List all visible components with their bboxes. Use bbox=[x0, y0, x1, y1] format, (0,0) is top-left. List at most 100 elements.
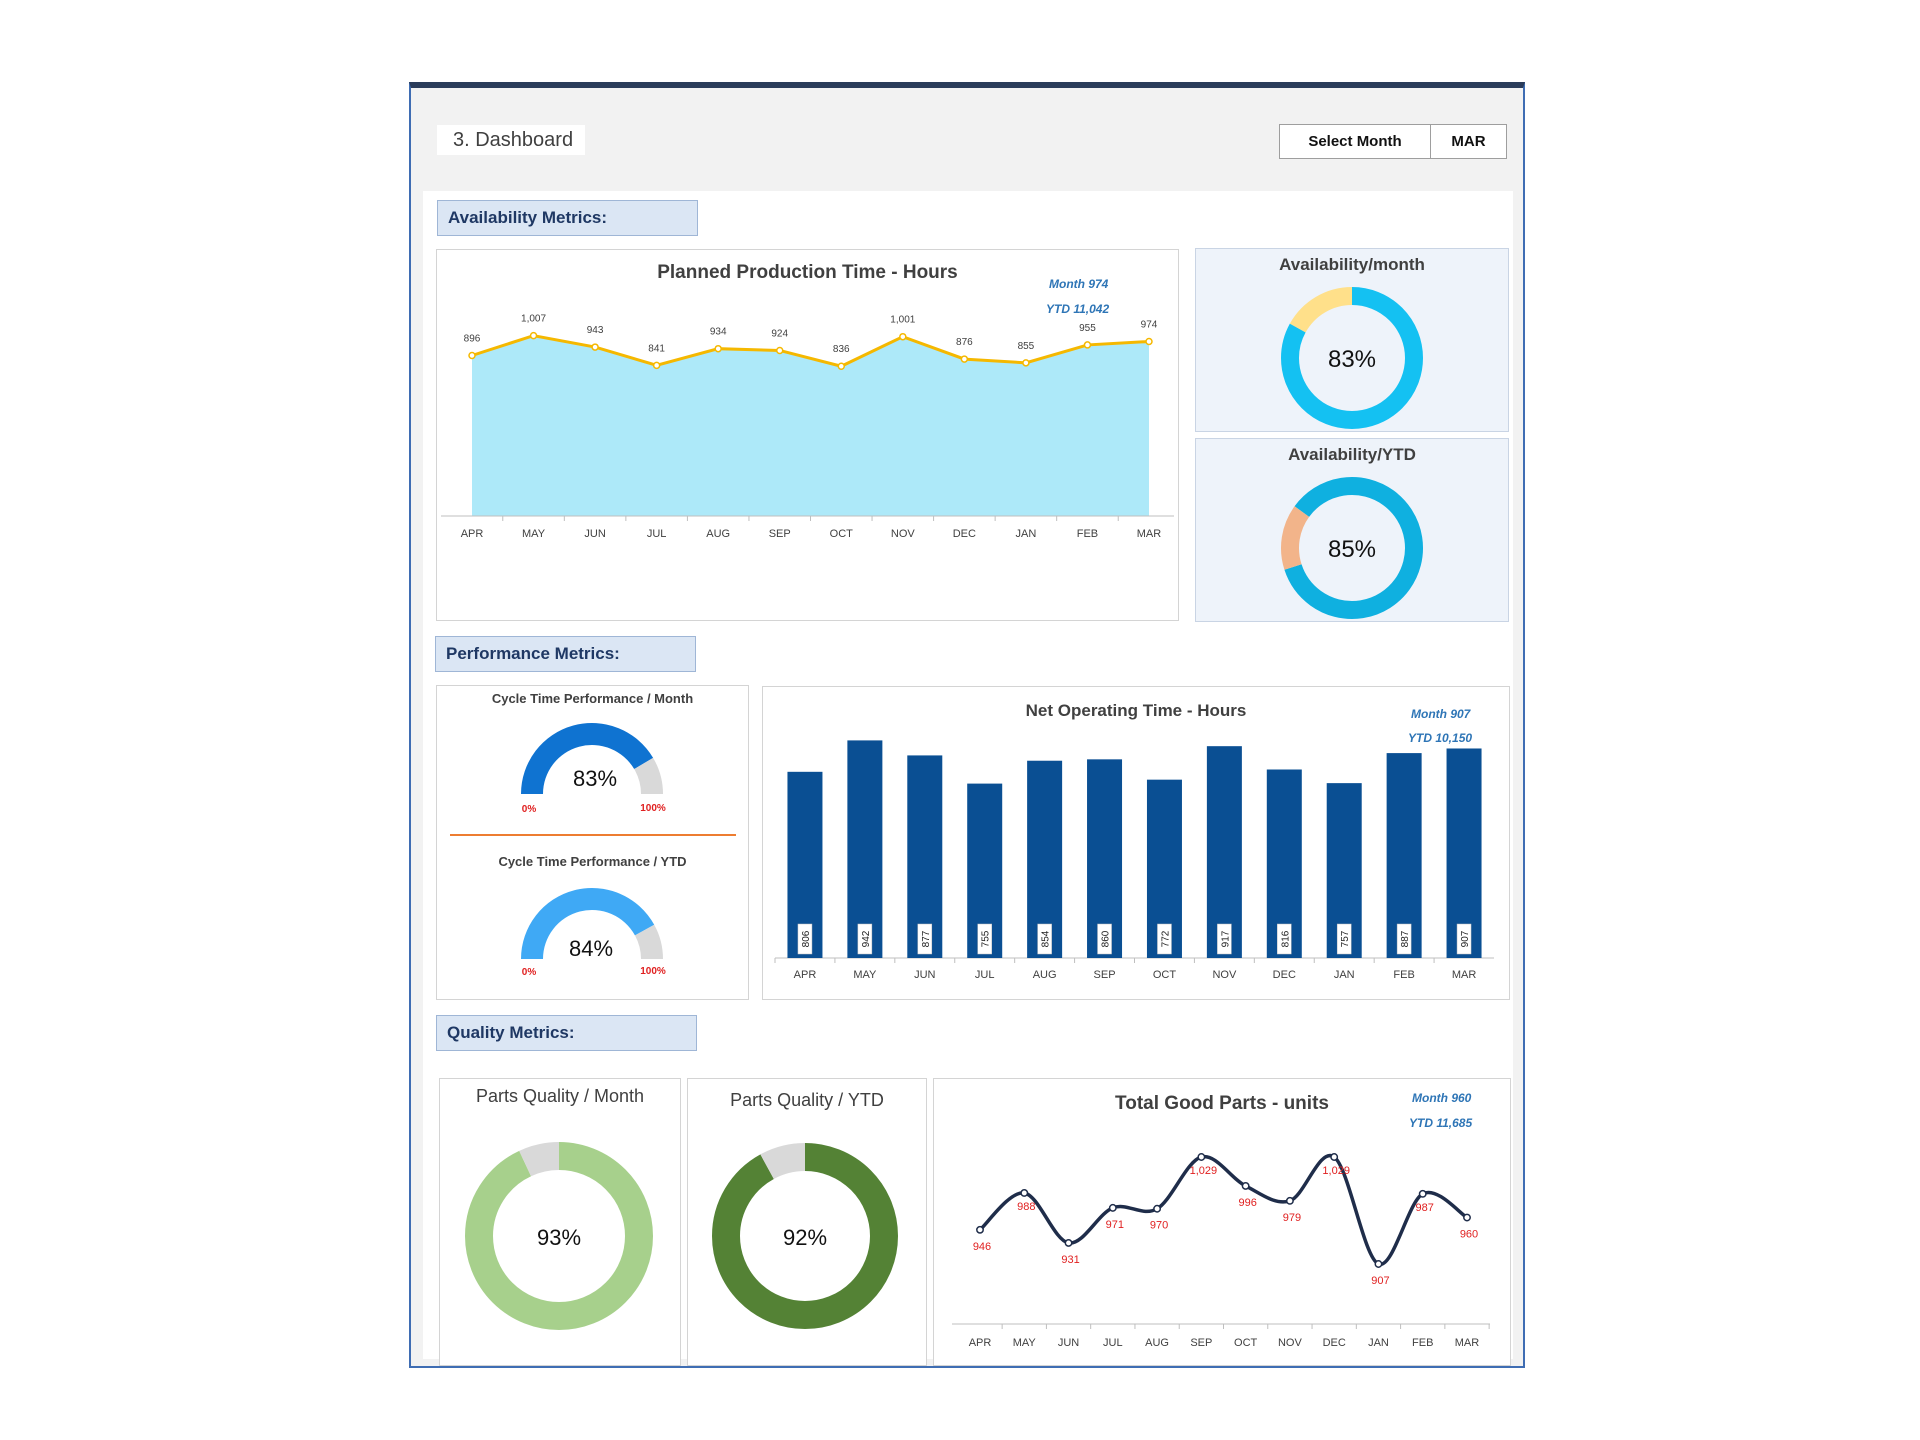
netop-data-label-jan: 757 bbox=[1340, 930, 1351, 947]
planned-x-tick-label-oct: OCT bbox=[830, 528, 854, 540]
planned-x-tick-label-mar: MAR bbox=[1137, 528, 1162, 540]
good-parts-data-label-apr: 946 bbox=[973, 1241, 991, 1253]
planned-x-tick-label-aug: AUG bbox=[706, 528, 730, 540]
netop-x-tick-label-apr: APR bbox=[794, 969, 817, 981]
month-selector[interactable]: Select Month MAR bbox=[1279, 124, 1507, 159]
ctp-ytd-filled-arc bbox=[521, 888, 655, 959]
good-parts-x-tick-label-aug: AUG bbox=[1145, 1337, 1169, 1349]
netop-label-box-oct bbox=[1157, 923, 1172, 955]
good-parts-point-feb bbox=[1418, 1189, 1427, 1198]
planned-point-apr bbox=[468, 351, 476, 360]
planned-x-tick-label-may: MAY bbox=[522, 528, 546, 540]
planned-production-title: Planned Production Time - Hours bbox=[657, 262, 958, 283]
cycle-time-panel: Cycle Time Performance / Month Cycle Tim… bbox=[436, 685, 749, 1000]
page-title: 3. Dashboard bbox=[437, 125, 585, 155]
netop-data-label-aug: 854 bbox=[1041, 930, 1052, 947]
planned-x-tick-label-sep: SEP bbox=[769, 528, 791, 540]
parts-quality-month-donut: 93% bbox=[465, 1142, 653, 1330]
good-parts-point-sep bbox=[1197, 1153, 1206, 1161]
good-parts-data-label-mar: 960 bbox=[1460, 1229, 1478, 1241]
good-parts-data-label-feb: 987 bbox=[1416, 1202, 1434, 1214]
ctp-month-title: Cycle Time Performance / Month bbox=[491, 691, 694, 706]
good-parts-x-tick-label-jun: JUN bbox=[1058, 1337, 1079, 1349]
section-quality-label: Quality Metrics: bbox=[436, 1015, 697, 1051]
availability-ytd-panel: Availability/YTD 85% bbox=[1195, 438, 1509, 622]
good-parts-x-tick-label-nov: NOV bbox=[1278, 1337, 1303, 1349]
parts-quality-ytd-donut: 92% bbox=[712, 1143, 898, 1329]
planned-x-tick-label-jul: JUL bbox=[647, 528, 667, 540]
good-parts-point-dec bbox=[1330, 1153, 1339, 1161]
availability-month-panel: Availability/month 83% bbox=[1195, 248, 1509, 432]
good-parts-data-label-aug: 970 bbox=[1150, 1220, 1168, 1232]
good-parts-x-tick-label-feb: FEB bbox=[1412, 1337, 1433, 1349]
netop-bar-nov bbox=[1206, 746, 1242, 958]
cycle-time-gauges: 83% 0% 100% 84% 0% 100% bbox=[521, 723, 666, 978]
good-parts-x-tick-label-apr: APR bbox=[969, 1337, 992, 1349]
cycle-time-divider bbox=[450, 834, 736, 836]
planned-data-label-nov: 1,001 bbox=[890, 315, 915, 326]
planned-point-dec bbox=[960, 355, 969, 363]
net-operating-chart: 806 APR 942 MAY 877 JUN 755 JUL 854 AUG 860 SEP 772 O… bbox=[774, 740, 1494, 981]
netop-data-label-apr: 806 bbox=[801, 930, 812, 947]
good-parts-x-tick-label-may: MAY bbox=[1013, 1337, 1037, 1349]
netop-x-tick-label-may: MAY bbox=[853, 969, 877, 981]
netop-bar-may bbox=[847, 740, 883, 958]
netop-x-tick-label-feb: FEB bbox=[1393, 969, 1414, 981]
planned-point-may bbox=[529, 331, 538, 340]
good-parts-panel: Total Good Parts - units Month 960 YTD 1… bbox=[933, 1078, 1511, 1366]
good-parts-data-label-oct: 996 bbox=[1238, 1197, 1256, 1209]
netop-bar-mar bbox=[1446, 748, 1482, 958]
planned-x-tick-label-dec: DEC bbox=[953, 528, 976, 540]
availability-ytd-title: Availability/YTD bbox=[1288, 445, 1416, 464]
select-month-label: Select Month bbox=[1280, 125, 1431, 158]
good-parts-x-tick-label-mar: MAR bbox=[1455, 1337, 1480, 1349]
availability-month-slice-1 bbox=[1281, 287, 1423, 429]
good-parts-point-mar bbox=[1463, 1213, 1471, 1222]
net-operating-panel: Net Operating Time - Hours Month 907 YTD… bbox=[762, 686, 1510, 1000]
ctp-ytd-remaining-arc bbox=[634, 924, 663, 959]
good-parts-x-tick-label-sep: SEP bbox=[1190, 1337, 1212, 1349]
netop-x-tick-label-aug: AUG bbox=[1033, 969, 1057, 981]
good-parts-point-nov bbox=[1285, 1196, 1294, 1205]
netop-data-label-sep: 860 bbox=[1101, 930, 1112, 947]
pq-ytd-slice-1 bbox=[712, 1143, 898, 1329]
planned-data-label-oct: 836 bbox=[833, 344, 850, 355]
planned-month-note: Month 974 bbox=[1049, 277, 1109, 291]
good-parts-point-jun bbox=[1064, 1239, 1073, 1247]
good-parts-data-label-jan: 907 bbox=[1371, 1275, 1389, 1287]
availability-month-donut: 83% bbox=[1281, 287, 1423, 429]
netop-data-label-feb: 887 bbox=[1400, 930, 1411, 947]
good-parts-data-label-dec: 1,029 bbox=[1322, 1165, 1350, 1177]
netop-label-box-jun bbox=[917, 923, 933, 955]
net-operating-title: Net Operating Time - Hours bbox=[1025, 701, 1247, 720]
planned-point-oct bbox=[837, 362, 846, 370]
netop-label-box-nov bbox=[1217, 923, 1232, 955]
ctp-month-min-label: 0% bbox=[522, 804, 537, 815]
good-parts-data-label-jun: 931 bbox=[1061, 1254, 1079, 1266]
planned-point-jul bbox=[652, 361, 661, 370]
pq-month-title: Parts Quality / Month bbox=[475, 1086, 645, 1106]
section-performance-label: Performance Metrics: bbox=[435, 636, 696, 672]
netop-data-label-mar: 907 bbox=[1460, 930, 1471, 947]
netop-data-label-may: 942 bbox=[861, 930, 872, 947]
planned-area-fill bbox=[472, 335, 1149, 516]
netop-label-box-may bbox=[857, 923, 873, 955]
pq-ytd-title: Parts Quality / YTD bbox=[730, 1090, 884, 1110]
planned-data-label-sep: 924 bbox=[771, 328, 788, 339]
selected-month-value[interactable]: MAR bbox=[1451, 133, 1486, 150]
section-availability-label: Availability Metrics: bbox=[437, 200, 698, 236]
good-parts-chart: 946 988 931 971 970 1,029 996 979 1,029 907 987 960… bbox=[952, 1153, 1490, 1349]
planned-ytd-note: YTD 11,042 bbox=[1046, 302, 1110, 316]
netop-x-tick-label-nov: NOV bbox=[1212, 969, 1237, 981]
planned-data-label-feb: 955 bbox=[1079, 323, 1096, 334]
good-parts-point-may bbox=[1020, 1189, 1029, 1197]
netop-data-label-nov: 917 bbox=[1220, 930, 1231, 947]
planned-point-mar bbox=[1145, 337, 1153, 346]
netop-data-label-oct: 772 bbox=[1160, 930, 1171, 947]
pq-month-value: 93% bbox=[537, 1225, 581, 1250]
good-parts-data-label-may: 988 bbox=[1017, 1201, 1035, 1213]
good-parts-point-oct bbox=[1241, 1181, 1250, 1190]
planned-x-tick-label-apr: APR bbox=[461, 528, 484, 540]
planned-point-sep bbox=[775, 346, 784, 355]
planned-x-tick-label-jun: JUN bbox=[584, 528, 605, 540]
